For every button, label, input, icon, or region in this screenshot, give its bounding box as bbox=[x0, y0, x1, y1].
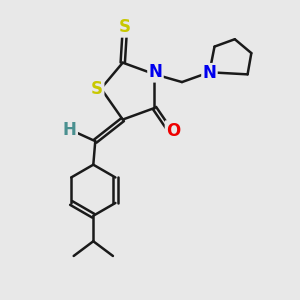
Text: S: S bbox=[91, 80, 103, 98]
Text: S: S bbox=[119, 18, 131, 36]
Text: N: N bbox=[202, 64, 216, 82]
Text: O: O bbox=[166, 122, 180, 140]
Text: N: N bbox=[148, 63, 162, 81]
Text: H: H bbox=[63, 121, 77, 139]
